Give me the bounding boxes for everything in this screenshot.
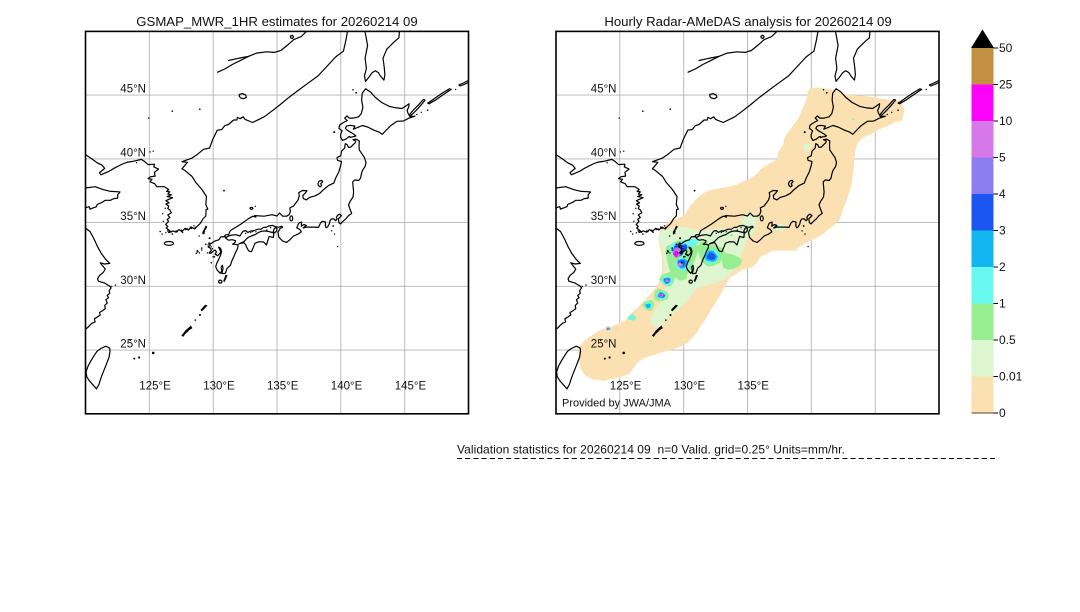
- svg-text:0.01: 0.01: [999, 370, 1023, 384]
- svg-text:Provided by JWA/JMA: Provided by JWA/JMA: [562, 398, 672, 410]
- svg-text:0.5: 0.5: [999, 333, 1016, 347]
- svg-text:10: 10: [999, 114, 1013, 128]
- svg-text:135°E: 135°E: [267, 381, 299, 393]
- svg-text:2: 2: [999, 260, 1006, 274]
- svg-text:130°E: 130°E: [674, 381, 706, 393]
- svg-text:135°E: 135°E: [738, 381, 770, 393]
- svg-text:40°N: 40°N: [120, 147, 146, 159]
- svg-text:4: 4: [999, 187, 1006, 201]
- svg-text:1: 1: [999, 297, 1006, 311]
- svg-text:30°N: 30°N: [591, 275, 617, 287]
- svg-text:Validation statistics for 2026: Validation statistics for 20260214 09 n=…: [457, 443, 845, 457]
- svg-text:140°E: 140°E: [331, 381, 363, 393]
- svg-text:5: 5: [999, 151, 1006, 165]
- svg-text:45°N: 45°N: [591, 84, 617, 96]
- svg-text:50: 50: [999, 41, 1013, 55]
- svg-text:Hourly Radar-AMeDAS analysis f: Hourly Radar-AMeDAS analysis for 2026021…: [604, 14, 891, 29]
- svg-text:130°E: 130°E: [203, 381, 235, 393]
- svg-text:35°N: 35°N: [120, 211, 146, 223]
- svg-text:25°N: 25°N: [120, 339, 146, 351]
- svg-text:25°N: 25°N: [591, 339, 617, 351]
- svg-text:25: 25: [999, 78, 1013, 92]
- svg-text:40°N: 40°N: [591, 147, 617, 159]
- svg-text:145°E: 145°E: [395, 381, 427, 393]
- svg-text:125°E: 125°E: [139, 381, 171, 393]
- svg-text:0: 0: [999, 406, 1006, 420]
- svg-text:GSMAP_MWR_1HR estimates for 20: GSMAP_MWR_1HR estimates for 20260214 09: [136, 14, 417, 29]
- svg-text:35°N: 35°N: [591, 211, 617, 223]
- svg-text:30°N: 30°N: [120, 275, 146, 287]
- svg-text:3: 3: [999, 224, 1006, 238]
- svg-text:125°E: 125°E: [610, 381, 642, 393]
- svg-text:45°N: 45°N: [120, 84, 146, 96]
